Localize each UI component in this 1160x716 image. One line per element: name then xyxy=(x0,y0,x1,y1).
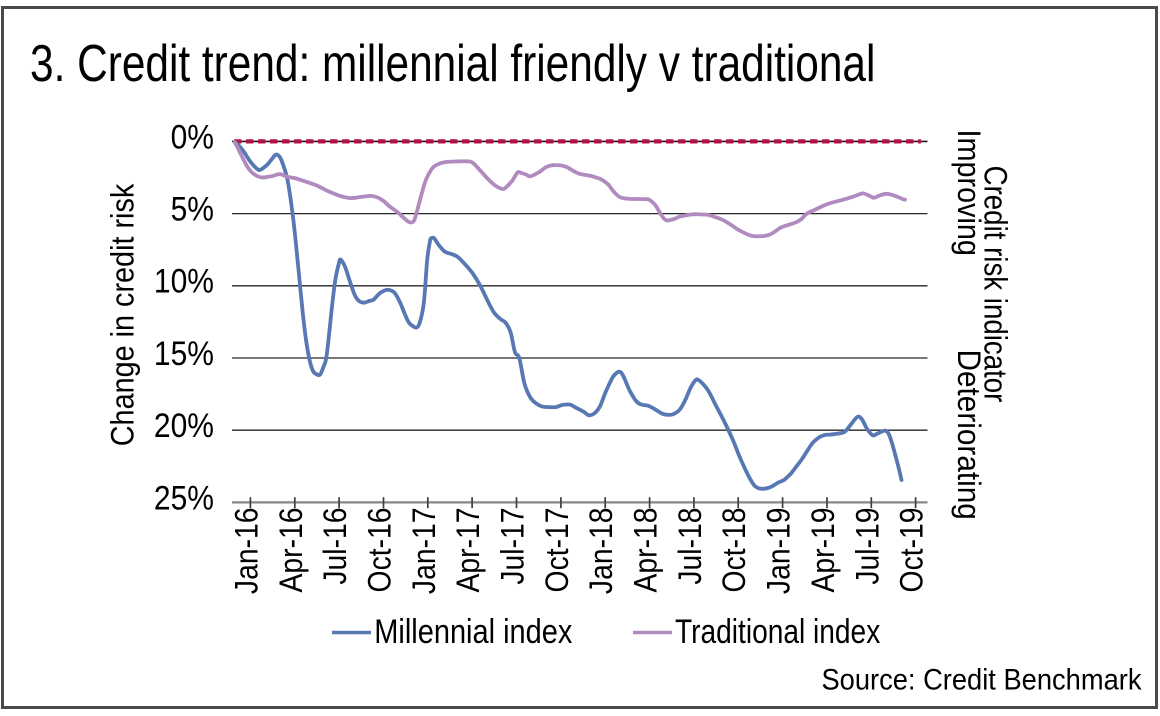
svg-text:Jul-16: Jul-16 xyxy=(319,508,354,585)
svg-text:Jan-18: Jan-18 xyxy=(585,508,620,595)
svg-text:Apr-19: Apr-19 xyxy=(806,508,841,593)
svg-text:0%: 0% xyxy=(171,117,214,155)
svg-text:Jan-19: Jan-19 xyxy=(762,508,797,595)
svg-text:Apr-16: Apr-16 xyxy=(274,508,309,593)
svg-text:Source: Credit Benchmark: Source: Credit Benchmark xyxy=(821,663,1142,696)
svg-text:Jul-19: Jul-19 xyxy=(851,508,886,585)
svg-text:Millennial index: Millennial index xyxy=(374,612,572,651)
svg-text:Traditional index: Traditional index xyxy=(675,613,880,651)
svg-text:20%: 20% xyxy=(154,406,214,444)
svg-text:Credit risk indicator: Credit risk indicator xyxy=(977,166,1012,403)
svg-text:Apr-17: Apr-17 xyxy=(452,508,487,593)
svg-text:25%: 25% xyxy=(154,478,214,516)
svg-text:Jul-18: Jul-18 xyxy=(673,508,708,585)
svg-text:Oct-19: Oct-19 xyxy=(895,508,930,593)
svg-text:Oct-16: Oct-16 xyxy=(363,508,398,593)
svg-text:Jan-17: Jan-17 xyxy=(407,508,442,595)
svg-text:3. Credit trend: millennial fr: 3. Credit trend: millennial friendly v t… xyxy=(30,35,875,93)
svg-text:Jul-17: Jul-17 xyxy=(496,508,531,585)
svg-text:Deteriorating: Deteriorating xyxy=(951,350,987,520)
svg-text:10%: 10% xyxy=(154,262,214,300)
svg-text:Improving: Improving xyxy=(951,130,987,256)
svg-text:5%: 5% xyxy=(171,190,214,228)
svg-text:Oct-18: Oct-18 xyxy=(718,508,753,593)
svg-text:Oct-17: Oct-17 xyxy=(540,508,575,593)
svg-text:15%: 15% xyxy=(154,334,214,372)
svg-text:Apr-18: Apr-18 xyxy=(629,508,664,593)
svg-text:Jan-16: Jan-16 xyxy=(230,508,265,595)
svg-text:Change in credit risk: Change in credit risk xyxy=(105,183,141,446)
